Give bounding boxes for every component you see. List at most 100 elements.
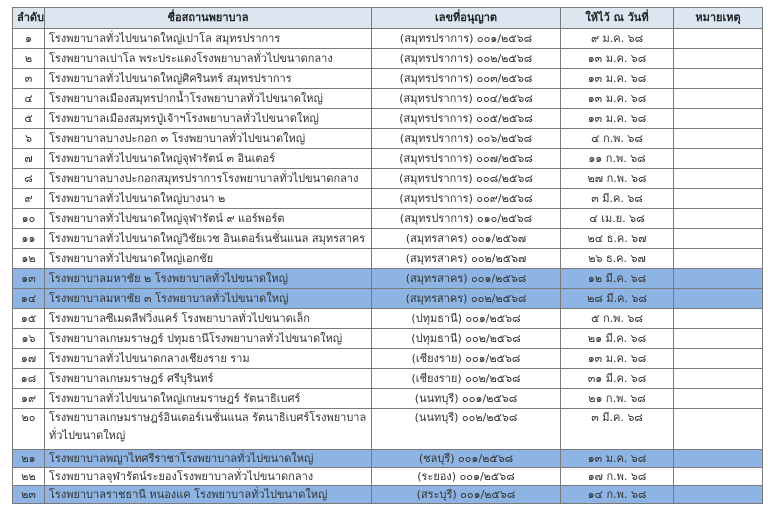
issue-date: ๔ ก.พ. ๖๘: [560, 128, 674, 149]
header-license: เลขที่อนุญาต: [371, 7, 561, 29]
row-number: ๑๕: [12, 308, 45, 329]
hospital-name: โรงพยาบาลทั่วไปขนาดใหญ่เปาโล สมุทรปราการ: [44, 28, 372, 49]
issue-date: ๓ มี.ค. ๖๘: [560, 188, 674, 209]
table-row: ๒โรงพยาบาลเปาโล พระประแดงโรงพยาบาลทั่วไป…: [12, 48, 763, 69]
row-number: ๖: [12, 128, 45, 149]
license-number: (สมุทรสาคร) ๐๐๑/๒๕๖๘: [371, 268, 561, 289]
table-row: ๒๑ โรงพยาบาลพญาไทศรีราชาโรงพยาบาลทั่วไปขน…: [12, 449, 763, 468]
row-number: ๒๐: [12, 408, 45, 450]
remark: [673, 328, 763, 349]
issue-date: ๕ ก.พ. ๖๘: [560, 308, 674, 329]
row-number: ๒๓: [12, 485, 45, 504]
remark: [673, 28, 763, 49]
table-row: ๑๐ โรงพยาบาลทั่วไปขนาดใหญ่จุฬารัตน์ ๙ แอร…: [12, 208, 763, 229]
remark: [673, 48, 763, 69]
table-row: ๑๗ โรงพยาบาลทั่วไปขนาดกลางเชียงราย ราม (เช…: [12, 348, 763, 369]
table-row: ๒๐ โรงพยาบาลเกษมราษฎร์อินเตอร์เนชั่นแนล ร…: [12, 408, 763, 450]
license-number: (สมุทรปราการ) ๐๐๑/๒๕๖๘: [371, 28, 561, 49]
license-number: (สระบุรี) ๐๐๑/๒๕๖๘: [371, 485, 561, 504]
license-number: (สมุทรสาคร) ๐๐๒/๒๕๖๘: [371, 288, 561, 309]
hospital-name: โรงพยาบาลพญาไทศรีราชาโรงพยาบาลทั่วไปขนาด…: [44, 449, 372, 468]
license-number: (นนทบุรี) ๐๐๑/๒๕๖๘: [371, 388, 561, 409]
hospital-name: โรงพยาบาลทั่วไปขนาดใหญ่วิชัยเวช อินเตอร์…: [44, 228, 372, 249]
issue-date: ๓๑ มี.ค. ๖๘: [560, 368, 674, 389]
row-number: ๑๙: [12, 388, 45, 409]
row-number: ๑๔: [12, 288, 45, 309]
table-row: ๙โรงพยาบาลทั่วไปขนาดใหญ่บางนา ๒ (สมุทรปรา…: [12, 188, 763, 209]
hospital-name: โรงพยาบาลทั่วไปขนาดใหญ่ศิครินทร์ สมุทรปร…: [44, 68, 372, 89]
table-row: ๑๘ โรงพยาบาลเกษมราษฎร์ ศรีบุรินทร์ (เชียงร…: [12, 368, 763, 389]
hospital-name: โรงพยาบาลทั่วไปขนาดใหญ่จุฬารัตน์ ๙ แอร์พ…: [44, 208, 372, 229]
header-name: ชื่อสถานพยาบาล: [44, 7, 372, 29]
hospital-name: โรงพยาบาลจุฬารัตน์ระยองโรงพยาบาลทั่วไปขน…: [44, 467, 372, 486]
license-number: (สมุทรปราการ) ๐๐๗/๒๕๖๘: [371, 148, 561, 169]
license-number: (สมุทรสาคร) ๐๐๒/๒๕๖๗: [371, 248, 561, 269]
remark: [673, 308, 763, 329]
row-number: ๑๖: [12, 328, 45, 349]
issue-date: ๑๔ ก.พ. ๖๘: [560, 485, 674, 504]
row-number: ๑๘: [12, 368, 45, 389]
issue-date: ๑๓ ม.ค. ๖๘: [560, 48, 674, 69]
table-row: ๑๑ โรงพยาบาลทั่วไปขนาดใหญ่วิชัยเวช อินเตอ…: [12, 228, 763, 249]
hospital-name: โรงพยาบาลเกษมราษฎร์อินเตอร์เนชั่นแนล รัต…: [44, 408, 372, 450]
issue-date: ๑๓ ม.ค. ๖๘: [560, 449, 674, 468]
remark: [673, 348, 763, 369]
row-number: ๒: [12, 48, 45, 69]
hospital-name: โรงพยาบาลซีเมดลีฟวิ่งแคร์ โรงพยาบาลทั่วไ…: [44, 308, 372, 329]
header-no: ลำดับ: [12, 7, 45, 29]
issue-date: ๓ มี.ค. ๖๘: [560, 408, 674, 450]
issue-date: ๑๓ ม.ค. ๖๘: [560, 68, 674, 89]
remark: [673, 88, 763, 109]
remark: [673, 248, 763, 269]
row-number: ๑๗: [12, 348, 45, 369]
hospital-name: โรงพยาบาลเกษมราษฎร์ ศรีบุรินทร์: [44, 368, 372, 389]
hospital-name: โรงพยาบาลทั่วไปขนาดใหญ่จุฬารัตน์ ๓ อินเต…: [44, 148, 372, 169]
license-number: (นนทบุรี) ๐๐๒/๒๕๖๘: [371, 408, 561, 450]
remark: [673, 68, 763, 89]
row-number: ๘: [12, 168, 45, 189]
table-row: ๑๔ โรงพยาบาลมหาชัย ๓ โรงพยาบาลทั่วไปขนาดใ…: [12, 288, 763, 309]
issue-date: ๑๑ ก.พ. ๖๘: [560, 148, 674, 169]
header-date: ให้ไว้ ณ วันที่: [560, 7, 674, 29]
remark: [673, 208, 763, 229]
license-number: (สมุทรปราการ) ๐๐๖/๒๕๖๘: [371, 128, 561, 149]
remark: [673, 228, 763, 249]
issue-date: ๒๖ ธ.ค. ๖๗: [560, 248, 674, 269]
hospital-name: โรงพยาบาลทั่วไปขนาดใหญ่เกษมราษฎร์ รัตนาธ…: [44, 388, 372, 409]
row-number: ๔: [12, 88, 45, 109]
hospital-name: โรงพยาบาลทั่วไปขนาดใหญ่บางนา ๒: [44, 188, 372, 209]
remark: [673, 408, 763, 450]
license-number: (สมุทรสาคร) ๐๐๑/๒๕๖๗: [371, 228, 561, 249]
issue-date: ๔ เม.ย. ๖๘: [560, 208, 674, 229]
issue-date: ๑๓ ม.ค. ๖๘: [560, 348, 674, 369]
issue-date: ๒๑ มี.ค. ๖๘: [560, 328, 674, 349]
hospital-name: โรงพยาบาลเมืองสมุทรปู่เจ้าฯโรงพยาบาลทั่ว…: [44, 108, 372, 129]
issue-date: ๒๔ ธ.ค. ๖๗: [560, 228, 674, 249]
issue-date: ๒๗ ก.พ. ๖๘: [560, 168, 674, 189]
remark: [673, 288, 763, 309]
table-row: ๔โรงพยาบาลเมืองสมุทรปากน้ำโรงพยาบาลทั่วไ…: [12, 88, 763, 109]
license-number: (เชียงราย) ๐๐๑/๒๕๖๘: [371, 348, 561, 369]
table-row: ๘โรงพยาบาลบางปะกอกสมุทรปราการโรงพยาบาลทั…: [12, 168, 763, 189]
row-number: ๕: [12, 108, 45, 129]
issue-date: ๙ ม.ค. ๖๘: [560, 28, 674, 49]
hospital-name: โรงพยาบาลเปาโล พระประแดงโรงพยาบาลทั่วไปข…: [44, 48, 372, 69]
remark: [673, 188, 763, 209]
license-number: (ระยอง) ๐๐๑/๒๕๖๘: [371, 467, 561, 486]
table-row: ๑๖ โรงพยาบาลเกษมราษฎร์ ปทุมธานีโรงพยาบาลท…: [12, 328, 763, 349]
hospital-name: โรงพยาบาลบางปะกอก ๓ โรงพยาบาลทั่วไปขนาดใ…: [44, 128, 372, 149]
remark: [673, 388, 763, 409]
row-number: ๙: [12, 188, 45, 209]
table-row: ๑๕ โรงพยาบาลซีเมดลีฟวิ่งแคร์ โรงพยาบาลทั่…: [12, 308, 763, 329]
remark: [673, 449, 763, 468]
license-number: (สมุทรปราการ) ๐๐๕/๒๕๖๘: [371, 108, 561, 129]
table-row: ๖โรงพยาบาลบางปะกอก ๓ โรงพยาบาลทั่วไปขนาด…: [12, 128, 763, 149]
license-number: (สมุทรปราการ) ๐๑๐/๒๕๖๘: [371, 208, 561, 229]
table-row: ๓โรงพยาบาลทั่วไปขนาดใหญ่ศิครินทร์ สมุทรป…: [12, 68, 763, 89]
row-number: ๗: [12, 148, 45, 169]
row-number: ๒๒: [12, 467, 45, 486]
license-number: (สมุทรปราการ) ๐๐๘/๒๕๖๘: [371, 168, 561, 189]
row-number: ๒๑: [12, 449, 45, 468]
table-row: ๕โรงพยาบาลเมืองสมุทรปู่เจ้าฯโรงพยาบาลทั่…: [12, 108, 763, 129]
license-number: (สมุทรปราการ) ๐๐๔/๒๕๖๘: [371, 88, 561, 109]
